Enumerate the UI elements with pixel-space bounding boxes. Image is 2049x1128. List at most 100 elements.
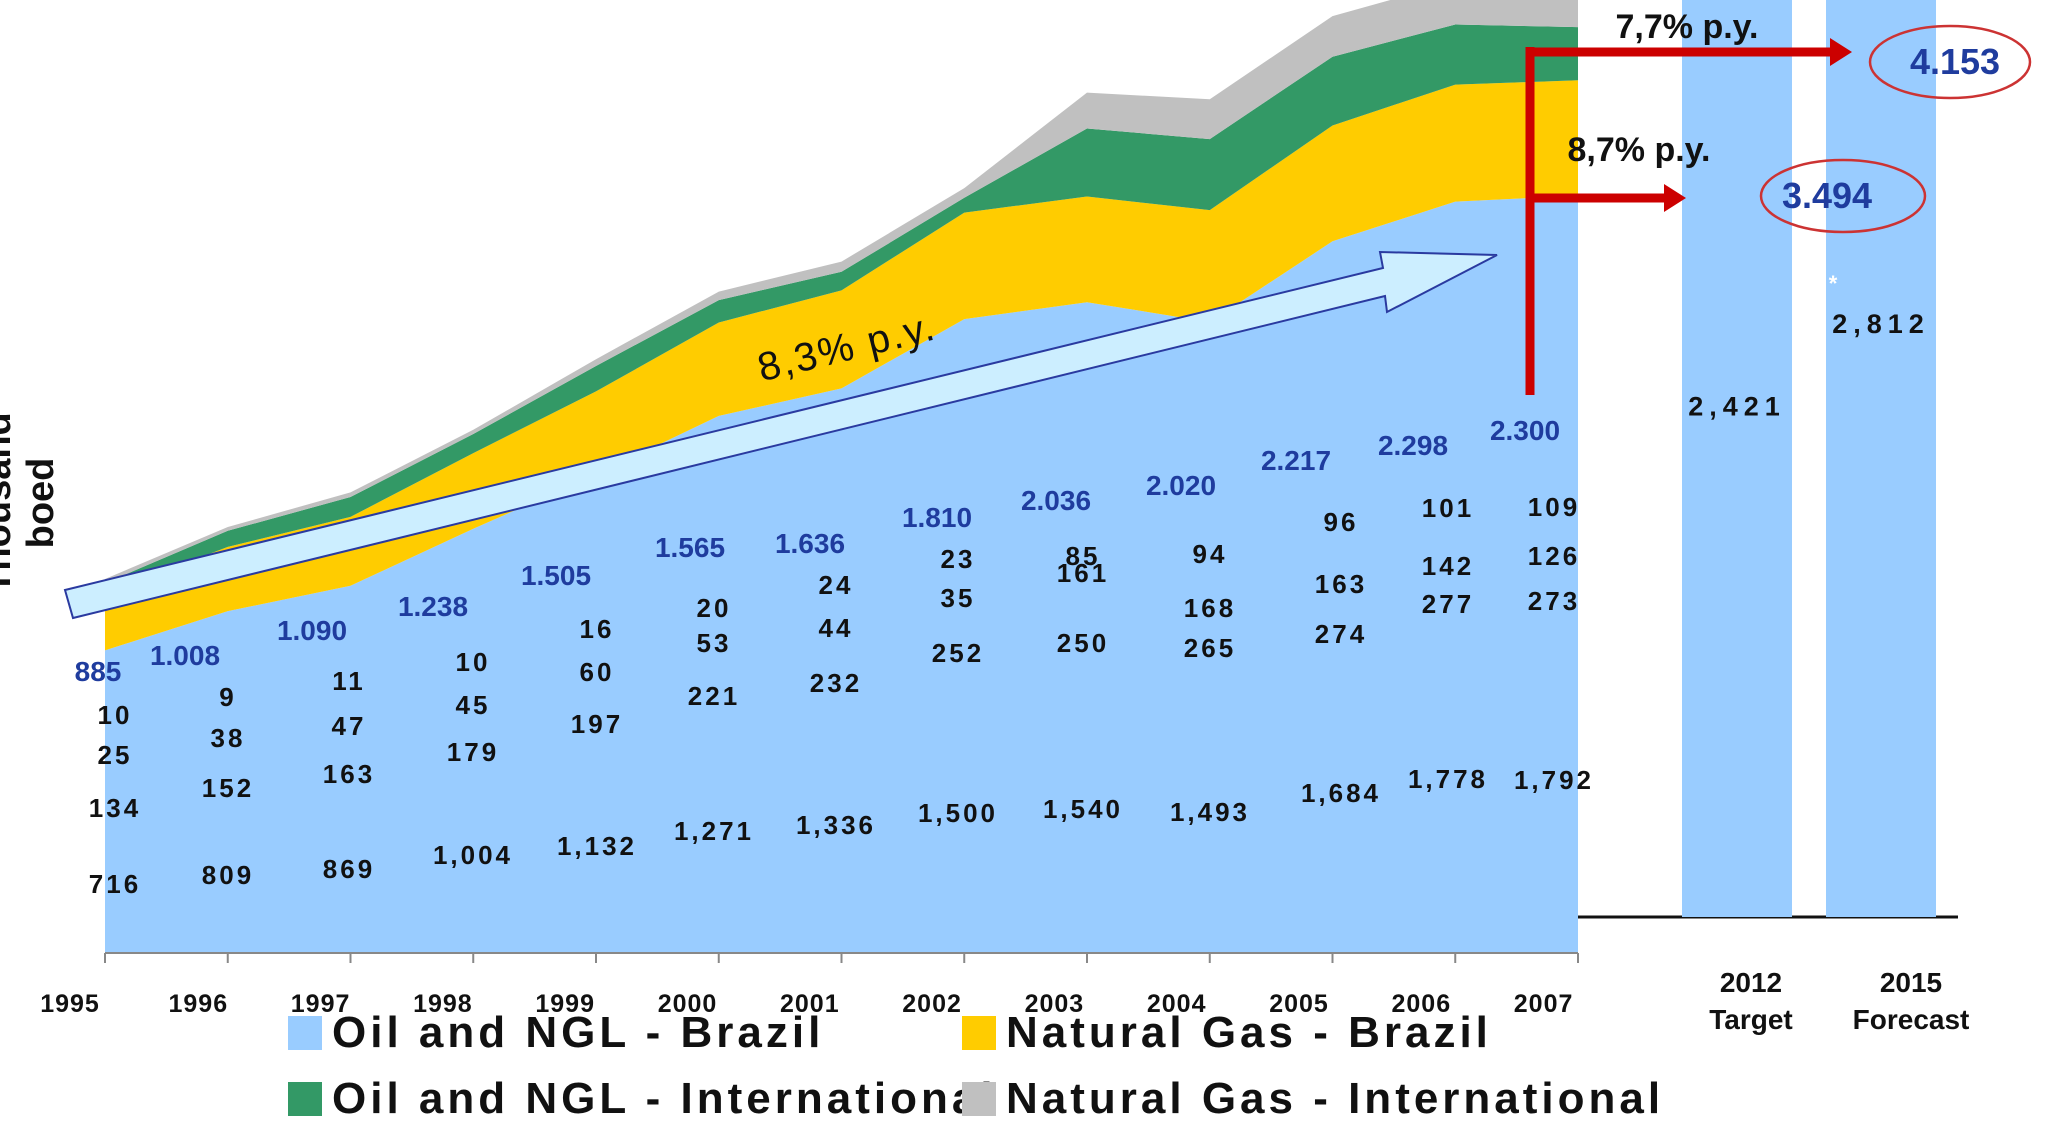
area-label-oil-international: 44 xyxy=(819,613,854,643)
x-tick-label: 2006 xyxy=(1391,990,1451,1018)
total-label-2012: 3.494 xyxy=(1782,175,1872,216)
area-label-gas-international: 20 xyxy=(697,593,732,623)
x-tick-label: 1996 xyxy=(168,990,228,1018)
legend-label-oil-international: Oil and NGL - International xyxy=(332,1074,997,1123)
legend-label-gas-brazil: Natural Gas - Brazil xyxy=(1006,1008,1492,1057)
total-ellipse-2015 xyxy=(1868,24,2032,100)
growth-arrow-historical xyxy=(63,250,1498,620)
area-label-oil-international: 163 xyxy=(1315,569,1367,599)
area-label-oil-brazil: 1,500 xyxy=(918,798,998,828)
area-label-oil-brazil: 1,004 xyxy=(433,840,513,870)
area-label-gas-brazil: 250 xyxy=(1057,628,1109,658)
legend-swatch-oil-international xyxy=(288,1082,322,1116)
legend-item-gas-international: Natural Gas - International xyxy=(962,1074,1664,1124)
legend-label-gas-international: Natural Gas - International xyxy=(1006,1074,1665,1123)
bar-label-2015-forecast-oil-brazil: 2,812 xyxy=(1832,309,1930,339)
area-label-gas-brazil: 152 xyxy=(202,773,254,803)
area-label-oil-brazil: 1,684 xyxy=(1301,778,1381,808)
area-label-gas-international: 94 xyxy=(1193,539,1228,569)
area-label-oil-international: 60 xyxy=(580,657,615,687)
area-label-oil-brazil: 1,792 xyxy=(1514,765,1594,795)
area-label-gas-brazil: 163 xyxy=(323,759,375,789)
red-arrow-2015-head xyxy=(1830,38,1852,66)
area-total-label: 1.008 xyxy=(150,640,220,671)
x-tick-label: 2003 xyxy=(1025,990,1085,1018)
bar-label-2012-target-oil-brazil: 2,421 xyxy=(1688,391,1786,421)
bar-category-label-2012-target: 2012 xyxy=(1720,967,1782,998)
area-label-gas-brazil: 134 xyxy=(89,793,141,823)
area-label-gas-brazil: 274 xyxy=(1315,619,1367,649)
area-label-gas-international: 10 xyxy=(456,647,491,677)
area-label-gas-international: 23 xyxy=(941,544,976,574)
area-total-label: 1.810 xyxy=(902,502,972,533)
area-label-oil-international: 53 xyxy=(697,628,732,658)
area-label-gas-international: 85 xyxy=(1066,541,1101,571)
area-label-gas-brazil: 273 xyxy=(1528,586,1580,616)
area-label-gas-brazil: 277 xyxy=(1422,589,1474,619)
bar-segment-2012-target-oil-brazil xyxy=(1682,0,1792,917)
area-label-gas-international: 11 xyxy=(332,666,366,696)
legend-item-oil-brazil: Oil and NGL - Brazil xyxy=(288,1008,824,1058)
growth-label-2012: 8,7% p.y. xyxy=(1568,131,1711,169)
area-label-oil-international: 45 xyxy=(456,690,491,720)
x-tick-label: 2005 xyxy=(1269,990,1329,1018)
area-label-oil-international: 126 xyxy=(1528,541,1580,571)
legend-swatch-gas-brazil xyxy=(962,1016,996,1050)
area-label-oil-international: 142 xyxy=(1422,551,1474,581)
area-total-label: 2.300 xyxy=(1490,415,1560,446)
area-label-oil-international: 38 xyxy=(211,723,246,753)
area-total-label: 2.298 xyxy=(1378,430,1448,461)
bar-category-label-2015-forecast: 2015 xyxy=(1880,967,1942,998)
area-series-oil-brazil xyxy=(105,195,1578,953)
area-series-oil-international xyxy=(105,24,1578,594)
area-total-label: 2.036 xyxy=(1021,485,1091,516)
area-label-gas-brazil: 265 xyxy=(1184,633,1236,663)
area-label-oil-brazil: 809 xyxy=(202,860,254,890)
area-total-label: 885 xyxy=(75,656,122,687)
legend-item-gas-brazil: Natural Gas - Brazil xyxy=(962,1008,1492,1058)
area-label-gas-brazil: 179 xyxy=(447,737,499,767)
legend-item-oil-international: Oil and NGL - International xyxy=(288,1074,997,1124)
area-label-gas-brazil: 252 xyxy=(932,638,984,668)
legend-swatch-gas-international xyxy=(962,1082,996,1116)
x-tick-label: 2007 xyxy=(1514,990,1574,1018)
area-label-oil-brazil: 1,493 xyxy=(1170,797,1250,827)
bar-category-label-2015-forecast: Forecast xyxy=(1853,1004,1970,1035)
area-label-oil-brazil: 1,132 xyxy=(557,831,637,861)
area-label-gas-international: 96 xyxy=(1324,507,1359,537)
bar-segment-2015-forecast-oil-brazil xyxy=(1826,0,1936,918)
legend-swatch-oil-brazil xyxy=(288,1016,322,1050)
x-tick-label: 1997 xyxy=(291,990,351,1018)
area-label-oil-brazil: 1,271 xyxy=(674,816,754,846)
area-label-oil-brazil: 1,336 xyxy=(796,810,876,840)
area-total-label: 1.238 xyxy=(398,591,468,622)
total-label-2015: 4.153 xyxy=(1910,41,2000,82)
area-total-label: 1.505 xyxy=(521,560,591,591)
area-label-oil-brazil: 1,540 xyxy=(1043,794,1123,824)
growth-label-2015: 7,7% p.y. xyxy=(1616,8,1759,46)
area-label-gas-international: 109 xyxy=(1528,492,1580,522)
area-label-gas-brazil: 197 xyxy=(571,709,623,739)
x-tick-label: 2000 xyxy=(658,990,718,1018)
x-tick-label: 2001 xyxy=(780,990,840,1018)
area-label-oil-international: 35 xyxy=(941,583,976,613)
x-tick-label: 2002 xyxy=(902,990,962,1018)
x-tick-label: 1998 xyxy=(413,990,473,1018)
footnote-asterisk: * xyxy=(1829,271,1838,296)
area-total-label: 1.636 xyxy=(775,528,845,559)
area-label-gas-brazil: 232 xyxy=(810,668,862,698)
area-label-oil-international: 47 xyxy=(332,711,367,741)
bar-category-label-2012-target: Target xyxy=(1709,1004,1793,1035)
area-label-oil-brazil: 869 xyxy=(323,854,375,884)
area-label-gas-brazil: 221 xyxy=(688,681,740,711)
area-label-gas-international: 9 xyxy=(219,682,236,712)
area-total-label: 1.090 xyxy=(277,615,347,646)
x-tick-label: 1999 xyxy=(535,990,595,1018)
x-tick-label: 2004 xyxy=(1147,990,1207,1018)
area-total-label: 1.565 xyxy=(655,532,725,563)
area-label-oil-international: 25 xyxy=(98,740,133,770)
legend-label-oil-brazil: Oil and NGL - Brazil xyxy=(332,1008,825,1057)
area-label-oil-international: 161 xyxy=(1057,558,1109,588)
area-total-label: 2.217 xyxy=(1261,445,1331,476)
